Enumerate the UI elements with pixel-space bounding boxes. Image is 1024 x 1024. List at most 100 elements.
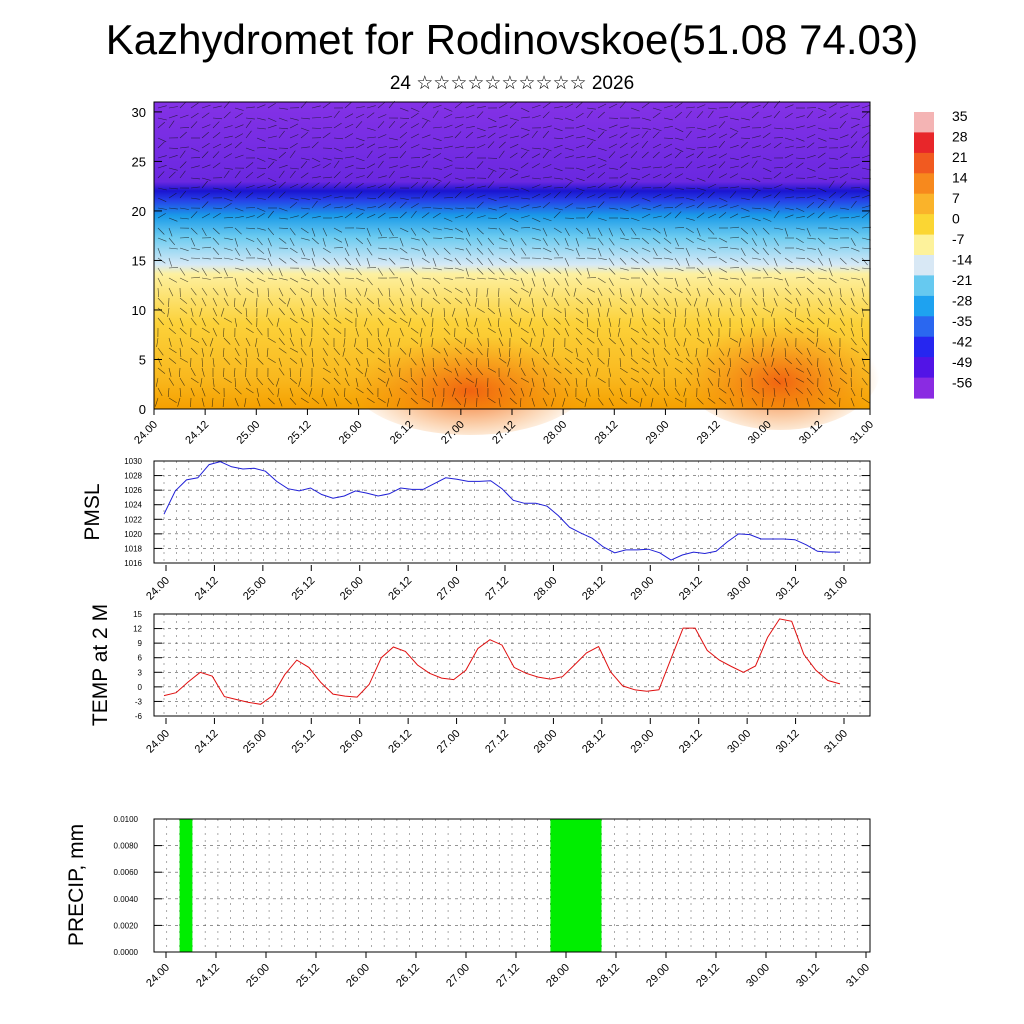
wind-barb [718,115,728,119]
wind-barb [531,347,540,355]
wind-barb [168,120,175,129]
pmsl-x-axis: 24.00 24.12 25.00 25.12 26.00 26.12 27.00 27.12… [144,565,850,603]
wind-barb [795,125,805,129]
wind-barb [454,214,464,219]
wind-barb [663,247,672,254]
wind-barb [861,212,870,219]
temp-x-axis: 24.00 24.12 25.00 25.12 26.00 26.12 27.00 27.12… [144,718,850,756]
wind-barb [366,337,368,348]
wind-barb [564,357,573,364]
wind-barb [267,103,276,109]
wind-barb [278,287,284,297]
wind-barb [718,397,727,404]
wind-barb [300,127,310,132]
wind-barb [432,357,434,368]
wind-barb [652,215,662,219]
wind-barb [355,137,365,142]
wind-barb [212,237,220,245]
wind-barb [619,142,628,149]
wind-barb [718,347,725,356]
wind-barb [586,267,590,277]
wind-barb [465,104,475,109]
wind-barb [476,347,483,356]
wind-barb [828,112,837,119]
wind-barb [245,317,253,325]
wind-barb [377,347,385,355]
wind-barb [575,367,583,375]
wind-barb [410,210,417,219]
wind-barb [311,227,316,237]
wind-barb [828,227,838,231]
x-tick-label: 30.12 [774,728,802,756]
wind-barb [421,377,424,388]
wind-barb [850,307,859,315]
wind-barb [707,132,716,139]
wind-barb [795,162,804,169]
wind-barb [663,126,673,129]
wind-barb [157,237,167,242]
wind-barb [333,387,339,396]
wind-barb [311,164,321,169]
wind-barb [663,143,673,149]
wind-barb [355,297,362,306]
wind-barb [364,367,368,377]
wind-barb [311,397,320,404]
wind-barb [696,111,704,119]
wind-barb [432,377,438,387]
wind-barb [828,103,838,109]
wind-barb [806,387,813,396]
wind-barb [663,277,674,279]
wind-barb [718,197,728,202]
wind-barb [223,111,231,119]
wind-barb [223,257,233,260]
x-tick-label: 28.12 [592,419,620,447]
wind-barb [740,257,748,265]
wind-barb [531,367,539,375]
x-tick-label: 28.12 [580,728,608,756]
wind-barb [476,397,478,408]
wind-barb [289,117,299,121]
wind-barb [663,117,673,121]
wind-barb [784,287,792,295]
wind-barb [168,397,177,403]
wind-barb [806,194,816,199]
wind-barb [333,171,341,179]
wind-barb [322,327,330,335]
wind-barb [586,205,596,209]
wind-barb [828,200,835,209]
wind-barb [487,217,498,219]
wind-barb [201,367,205,377]
wind-barb [729,297,733,307]
wind-barb [333,377,341,385]
wind-barb [465,126,475,129]
wind-barb [839,287,842,297]
wind-barb [520,151,528,159]
wind-barb [839,397,841,408]
wind-barb [762,115,772,119]
wind-barb [520,107,530,113]
wind-barb [861,267,871,270]
x-tick-label: 29.12 [694,962,722,990]
wind-barb [190,307,194,317]
wind-barb [300,182,309,189]
wind-barb [476,106,486,109]
wind-barb [696,135,706,139]
wind-barb [586,347,593,356]
wind-barb [718,357,726,366]
wind-barb [355,113,365,119]
wind-barb [377,153,386,159]
wind-barb [685,287,691,296]
wind-barb [762,132,771,139]
wind-barb [333,122,342,129]
wind-barb [586,247,596,250]
wind-barb [575,177,585,181]
wind-barb [696,377,701,387]
wind-barb [762,227,770,235]
y-tick-label: 0 [139,402,146,417]
wind-barb [355,207,365,211]
wind-barb [850,257,859,264]
wind-barb [201,227,207,237]
precip-x-axis: 24.00 24.12 25.00 25.12 26.00 26.12 27.00 27.12… [144,952,872,990]
wind-barb [311,176,321,179]
wind-barb [718,153,727,159]
